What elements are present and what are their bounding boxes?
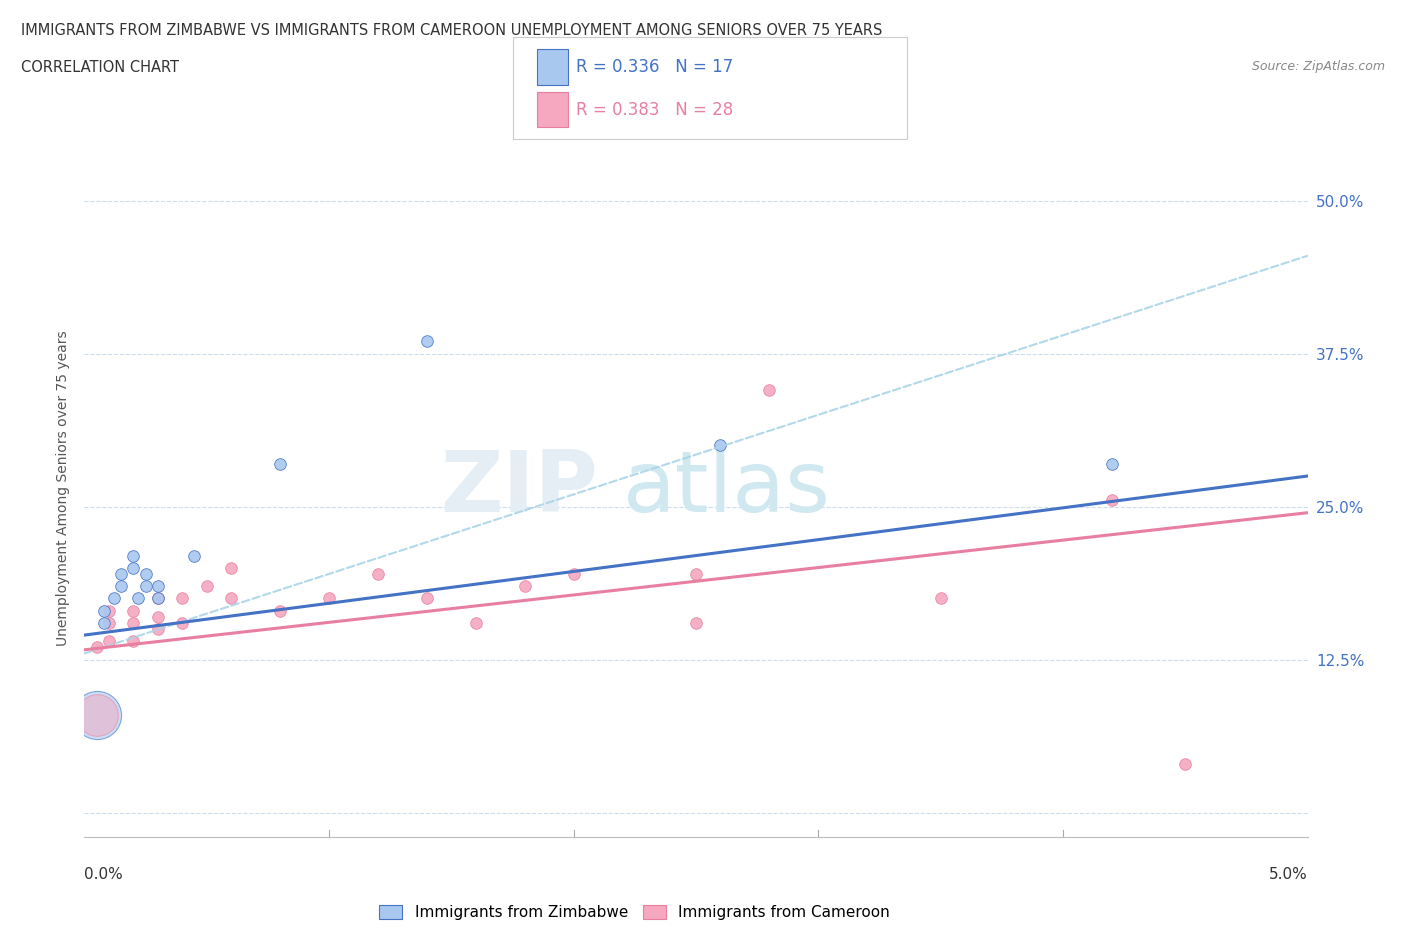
Point (86, 707, 108, 722)
Point (86, 707, 108, 722)
Point (93, 616, 115, 631)
Point (416, 591, 439, 605)
Point (367, 566, 389, 581)
Point (758, 383, 780, 398)
Point (146, 591, 169, 605)
Point (122, 561, 145, 576)
Point (562, 566, 585, 581)
Point (195, 578, 218, 593)
Point (146, 578, 169, 593)
Text: R = 0.383   N = 28: R = 0.383 N = 28 (576, 100, 734, 119)
Text: CORRELATION CHART: CORRELATION CHART (21, 60, 179, 75)
Point (122, 633, 145, 648)
Point (685, 566, 707, 581)
Point (172, 591, 194, 605)
Point (219, 561, 242, 576)
Text: 5.0%: 5.0% (1268, 867, 1308, 882)
Point (709, 438, 731, 453)
Point (464, 616, 486, 631)
Point (183, 548, 205, 563)
Text: R = 0.336   N = 17: R = 0.336 N = 17 (576, 58, 734, 76)
Text: IMMIGRANTS FROM ZIMBABWE VS IMMIGRANTS FROM CAMEROON UNEMPLOYMENT AMONG SENIORS : IMMIGRANTS FROM ZIMBABWE VS IMMIGRANTS F… (21, 23, 883, 38)
Point (122, 616, 145, 631)
Text: Source: ZipAtlas.com: Source: ZipAtlas.com (1251, 60, 1385, 73)
Point (1174, 756, 1197, 771)
Point (103, 591, 125, 605)
Point (122, 548, 145, 563)
Point (318, 591, 340, 605)
Y-axis label: Unemployment Among Seniors over 75 years: Unemployment Among Seniors over 75 years (56, 330, 70, 646)
Text: ZIP: ZIP (440, 446, 598, 530)
Point (146, 621, 169, 636)
Point (97, 633, 120, 648)
Point (97, 616, 120, 631)
Point (122, 604, 145, 618)
Point (93, 604, 115, 618)
Point (86, 640, 108, 655)
Point (269, 457, 291, 472)
Text: 0.0%: 0.0% (84, 867, 124, 882)
Point (1101, 457, 1123, 472)
Point (219, 591, 242, 605)
Point (172, 616, 194, 631)
Point (127, 591, 149, 605)
Point (269, 604, 291, 618)
Point (513, 578, 536, 593)
Legend: Immigrants from Zimbabwe, Immigrants from Cameroon: Immigrants from Zimbabwe, Immigrants fro… (380, 905, 890, 920)
Point (146, 591, 169, 605)
Point (97, 604, 120, 618)
Point (146, 609, 169, 624)
Point (416, 334, 439, 349)
Point (929, 591, 952, 605)
Point (110, 578, 132, 593)
Point (685, 616, 707, 631)
Point (1101, 493, 1123, 508)
Point (110, 566, 132, 581)
Point (135, 566, 157, 581)
Point (135, 578, 157, 593)
Text: atlas: atlas (623, 446, 831, 530)
